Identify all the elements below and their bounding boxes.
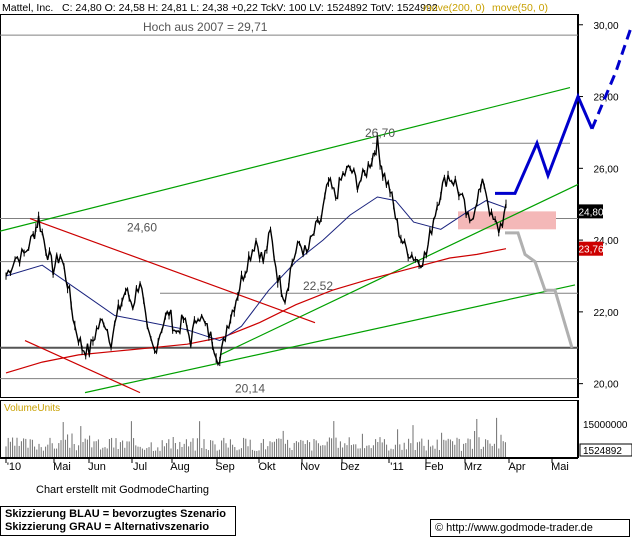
x-tick-label: Feb (425, 461, 444, 473)
y-tick-label: 20,00 (593, 380, 618, 391)
annotation-high_26_70: 26,70 (365, 126, 395, 140)
upper-channel-line (0, 86, 571, 232)
volume-bars (5, 417, 506, 457)
volume-current-label: 1524892 (583, 446, 622, 457)
grey-scenario-path (505, 231, 574, 349)
annotation-layer: Hoch aus 2007 = 29,71 26,70 24,60 22,52 20,1… (127, 20, 395, 395)
source-url[interactable]: http://www.godmode-trader.de (446, 522, 593, 534)
y-tick-label: 22,00 (593, 308, 618, 319)
price-layer (5, 132, 507, 367)
x-axis-ticks: '10 Mai Jun Jul Aug Sep Okt Nov Dez '11 Feb Mrz Apr M… (5, 458, 569, 473)
uptrend-line (219, 183, 579, 356)
x-tick-label: Sep (215, 461, 235, 473)
price-label-close: 24,80 (578, 207, 603, 218)
price-chart: Mattel, Inc. C: 24,80 O: 24,58 H: 24,81 … (0, 2, 632, 473)
volume-tick-label: 15000000 (583, 420, 628, 431)
downtrend-line-lower (24, 340, 141, 394)
chart-header-quote: C: 24,80 O: 24,58 H: 24,81 L: 24,38 +0,2… (62, 2, 438, 14)
support-zone-layer (458, 211, 556, 230)
ma200-legend-label: move(200, 0) (423, 2, 485, 14)
x-tick-label: Okt (258, 461, 275, 473)
x-tick-label: Jun (88, 461, 106, 473)
x-tick-label: Mai (551, 461, 569, 473)
annotation-level_22_52: 22,52 (303, 279, 333, 293)
moving-average-layer (5, 196, 507, 374)
volume-current-box (579, 443, 632, 457)
source-url-box[interactable]: © http://www.godmode-trader.de (430, 519, 630, 537)
x-tick-label: Mai (53, 461, 71, 473)
chart-credit: Chart erstellt mit GodmodeCharting (36, 484, 210, 496)
x-tick-label: '11 (390, 461, 404, 473)
trendline-layer (0, 86, 579, 394)
main-plot-frame (0, 14, 578, 398)
lower-channel-line (84, 284, 576, 394)
legend-blue-scenario: Skizzierung BLAU = bevorzugtes Szenario (5, 508, 226, 520)
blue-scenario-dashed (590, 24, 632, 130)
annotation-level_20_14: 20,14 (235, 382, 265, 396)
price-label-layer: 24,80 23,76 (578, 204, 604, 256)
y-tick-label: 24,00 (593, 236, 618, 247)
scenario-legend: Skizzierung BLAU = bevorzugtes Szenario … (0, 506, 236, 536)
x-tick-label: Nov (300, 461, 320, 473)
x-tick-label: Aug (170, 461, 190, 473)
support-zone (458, 211, 556, 230)
chart-header-symbol: Mattel, Inc. (2, 2, 53, 14)
blue-scenario-path (495, 92, 594, 195)
x-tick-label: Dez (340, 461, 360, 473)
scenario-layer (495, 24, 632, 349)
downtrend-line (29, 217, 316, 324)
x-tick-label: Mrz (464, 461, 482, 473)
volume-units-label: VolumeUnits (4, 403, 60, 414)
price-label-bg-close (579, 204, 603, 219)
annotation-level_24_60: 24,60 (127, 221, 157, 235)
ma50-line (5, 196, 507, 342)
x-tick-label: Jul (133, 461, 147, 473)
price-label-bg-ma200 (579, 241, 603, 256)
copyright-icon: © (435, 522, 444, 534)
price-label-ma200: 23,76 (578, 245, 603, 256)
x-tick-label: Apr (508, 461, 525, 473)
annotation-high_2007: Hoch aus 2007 = 29,71 (143, 20, 268, 34)
legend-grey-scenario: Skizzierung GRAU = Alternativszenario (5, 521, 210, 533)
x-tick-label: '10 (7, 461, 21, 473)
y-tick-label: 26,00 (593, 164, 618, 175)
horizontal-levels (0, 34, 578, 380)
ma50-legend-label: move(50, 0) (492, 2, 548, 14)
y-tick-label: 30,00 (593, 21, 618, 32)
ma200-line (5, 248, 507, 374)
